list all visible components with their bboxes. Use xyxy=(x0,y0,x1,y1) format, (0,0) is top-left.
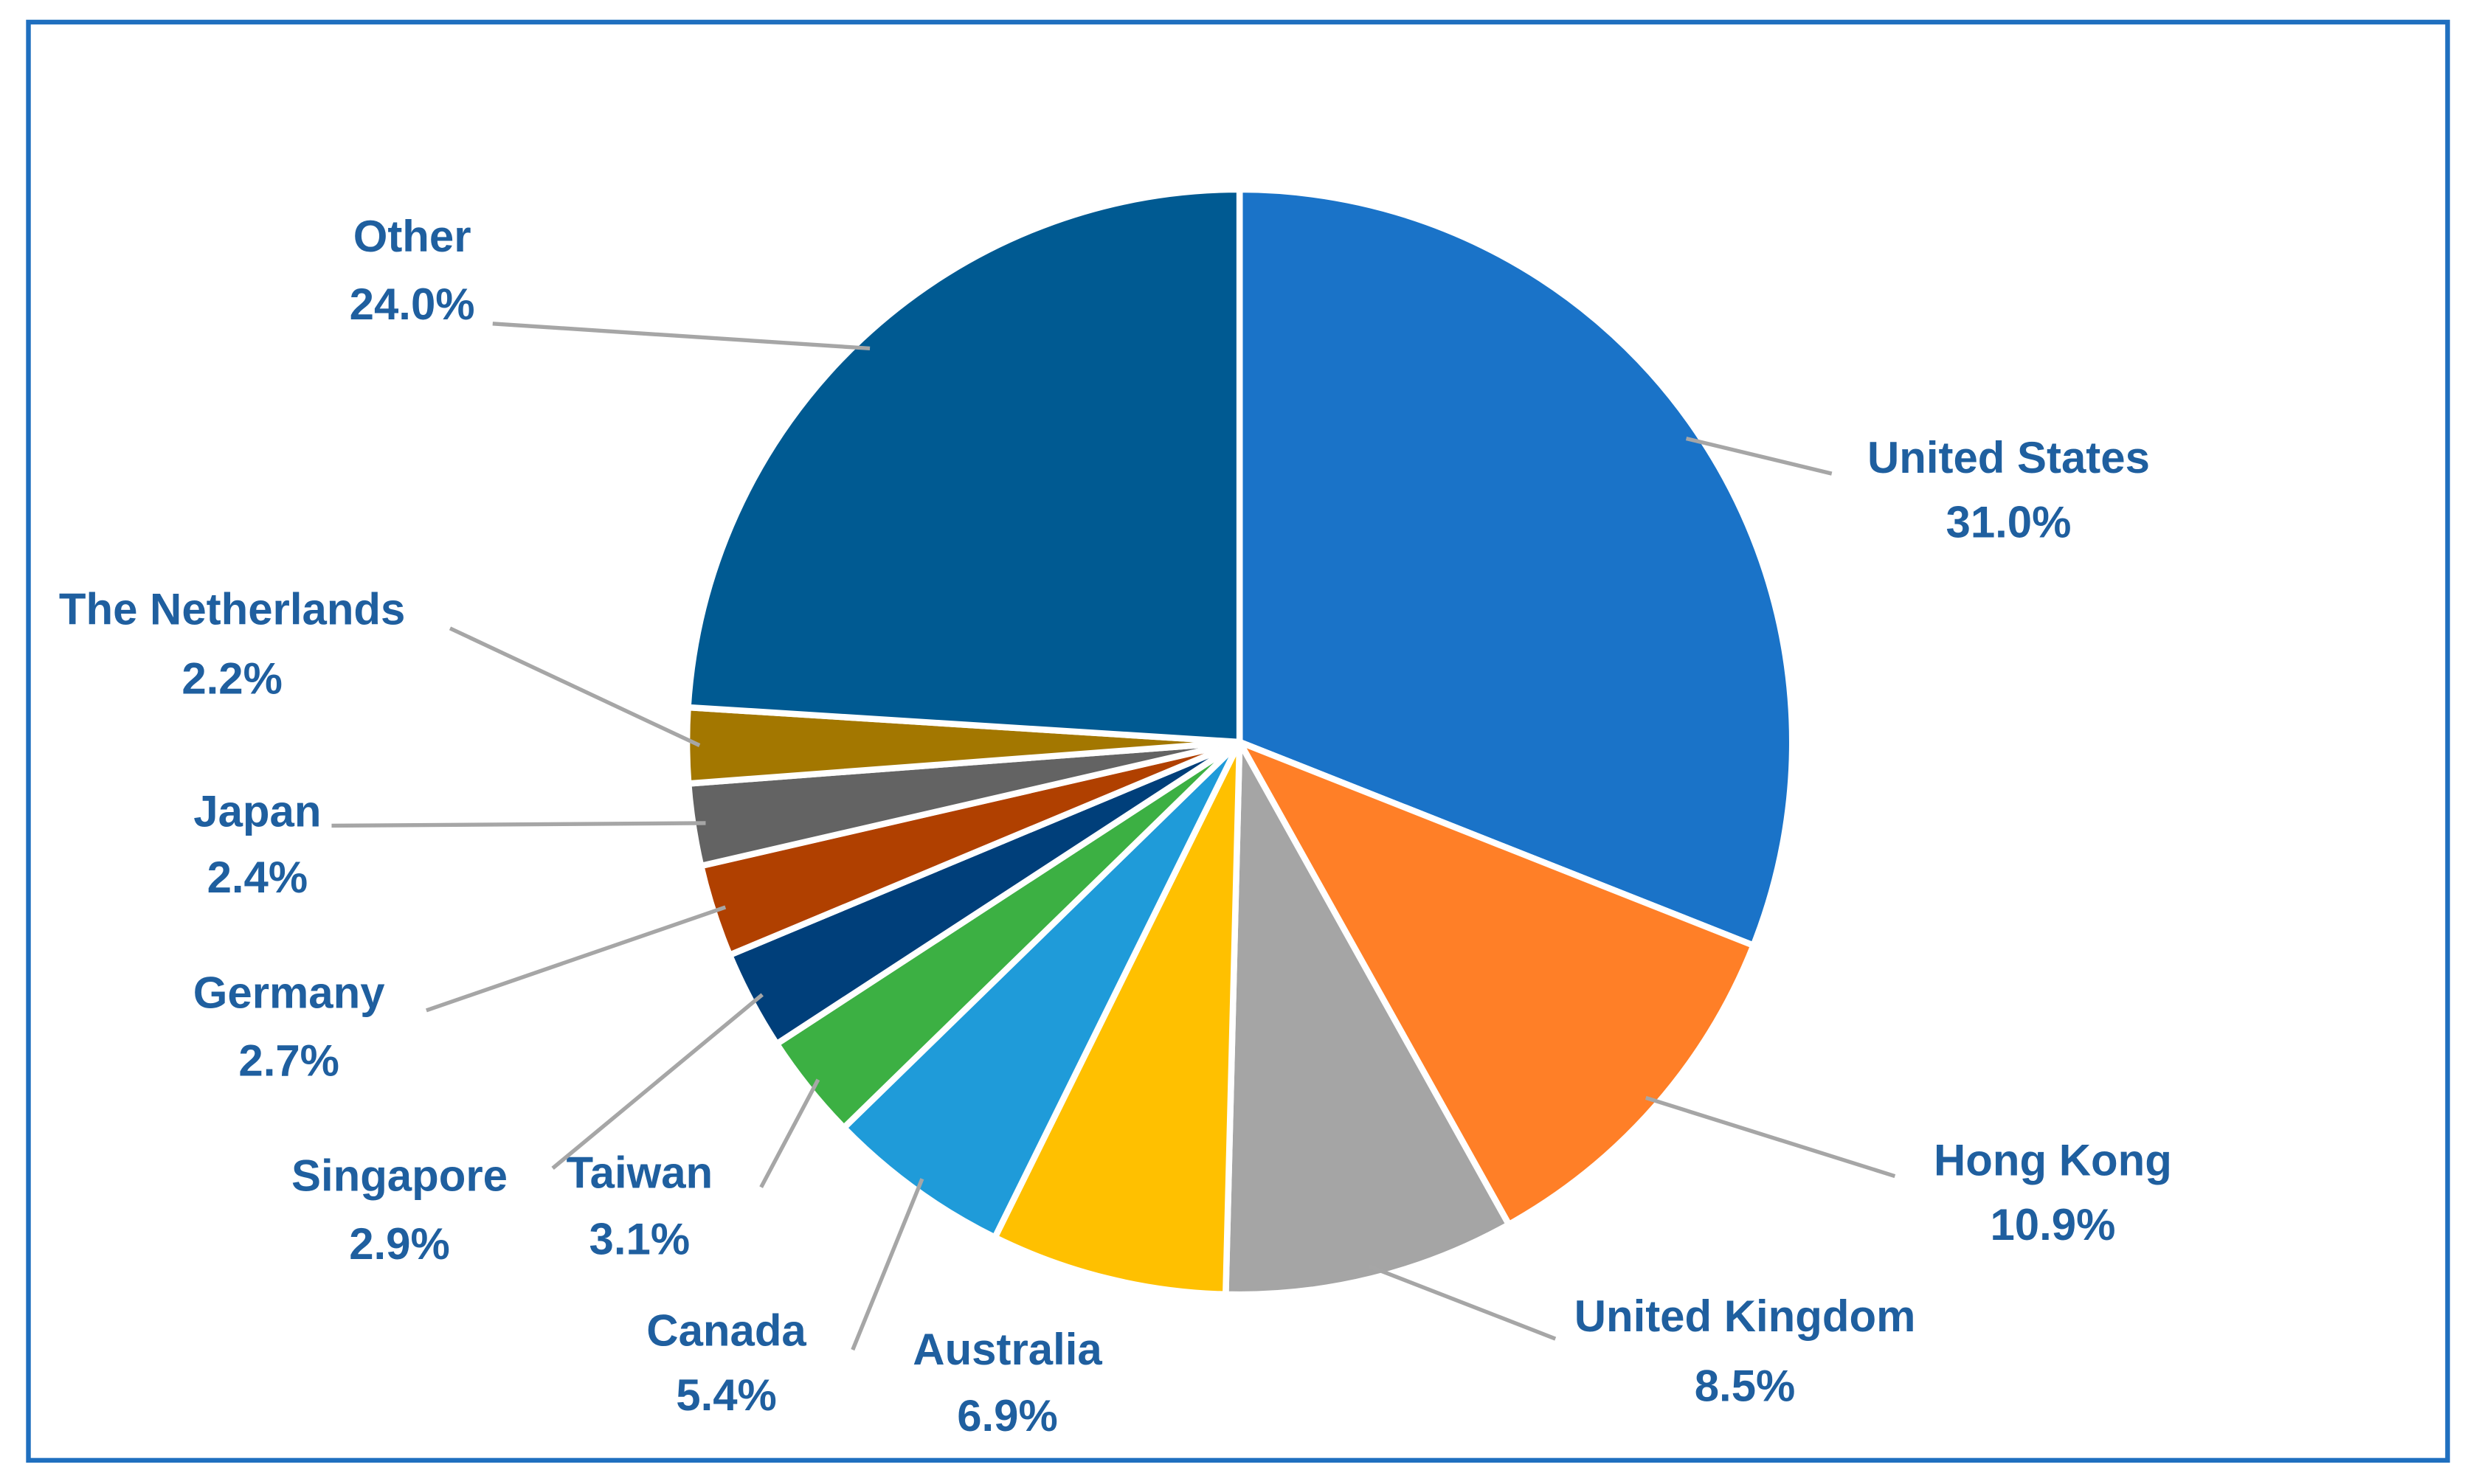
slice-value-label: 6.9% xyxy=(957,1391,1058,1440)
slice-value-label: 24.0% xyxy=(350,280,475,329)
slice-label: Hong Kong xyxy=(1934,1135,2172,1185)
slice-value-label: 3.1% xyxy=(589,1214,691,1263)
leader-line xyxy=(426,905,727,1013)
leader-line xyxy=(1645,1095,1896,1179)
leader-line xyxy=(1685,436,1833,476)
leader-line xyxy=(331,821,706,828)
leader-line xyxy=(449,626,701,748)
pie-slice xyxy=(684,186,1243,746)
slice-value-label: 2.9% xyxy=(349,1219,450,1269)
pie-slice xyxy=(1232,735,1758,1230)
pie-slice xyxy=(839,739,1242,1242)
pie-slice xyxy=(1236,186,1796,950)
slice-label: Germany xyxy=(193,968,385,1017)
slice-value-label: 2.4% xyxy=(207,853,308,902)
leader-line xyxy=(851,1178,924,1351)
pie-slice xyxy=(1222,730,1513,1298)
slice-value-label: 31.0% xyxy=(1946,498,2072,547)
slice-label: United Kingdom xyxy=(1574,1291,1916,1341)
slice-label: Other xyxy=(353,212,471,261)
slice-label: Japan xyxy=(193,786,321,836)
leader-line xyxy=(759,1078,820,1188)
slice-label: Australia xyxy=(913,1325,1102,1374)
slice-label: Canada xyxy=(646,1306,806,1355)
leader-line xyxy=(551,993,764,1170)
slice-label: United States xyxy=(1867,433,2150,482)
leader-line xyxy=(492,322,871,351)
slice-label: Taiwan xyxy=(566,1148,713,1197)
slice-value-label: 8.5% xyxy=(1695,1361,1796,1410)
slice-value-label: 5.4% xyxy=(676,1370,777,1420)
slice-value-label: 2.7% xyxy=(238,1036,339,1085)
slice-label: Singapore xyxy=(291,1151,508,1201)
pie-slice xyxy=(990,741,1243,1298)
slice-label: The Netherlands xyxy=(59,584,405,634)
slice-value-label: 2.2% xyxy=(181,653,283,703)
leader-line xyxy=(1368,1264,1557,1341)
slice-value-label: 10.9% xyxy=(1990,1200,2115,1249)
